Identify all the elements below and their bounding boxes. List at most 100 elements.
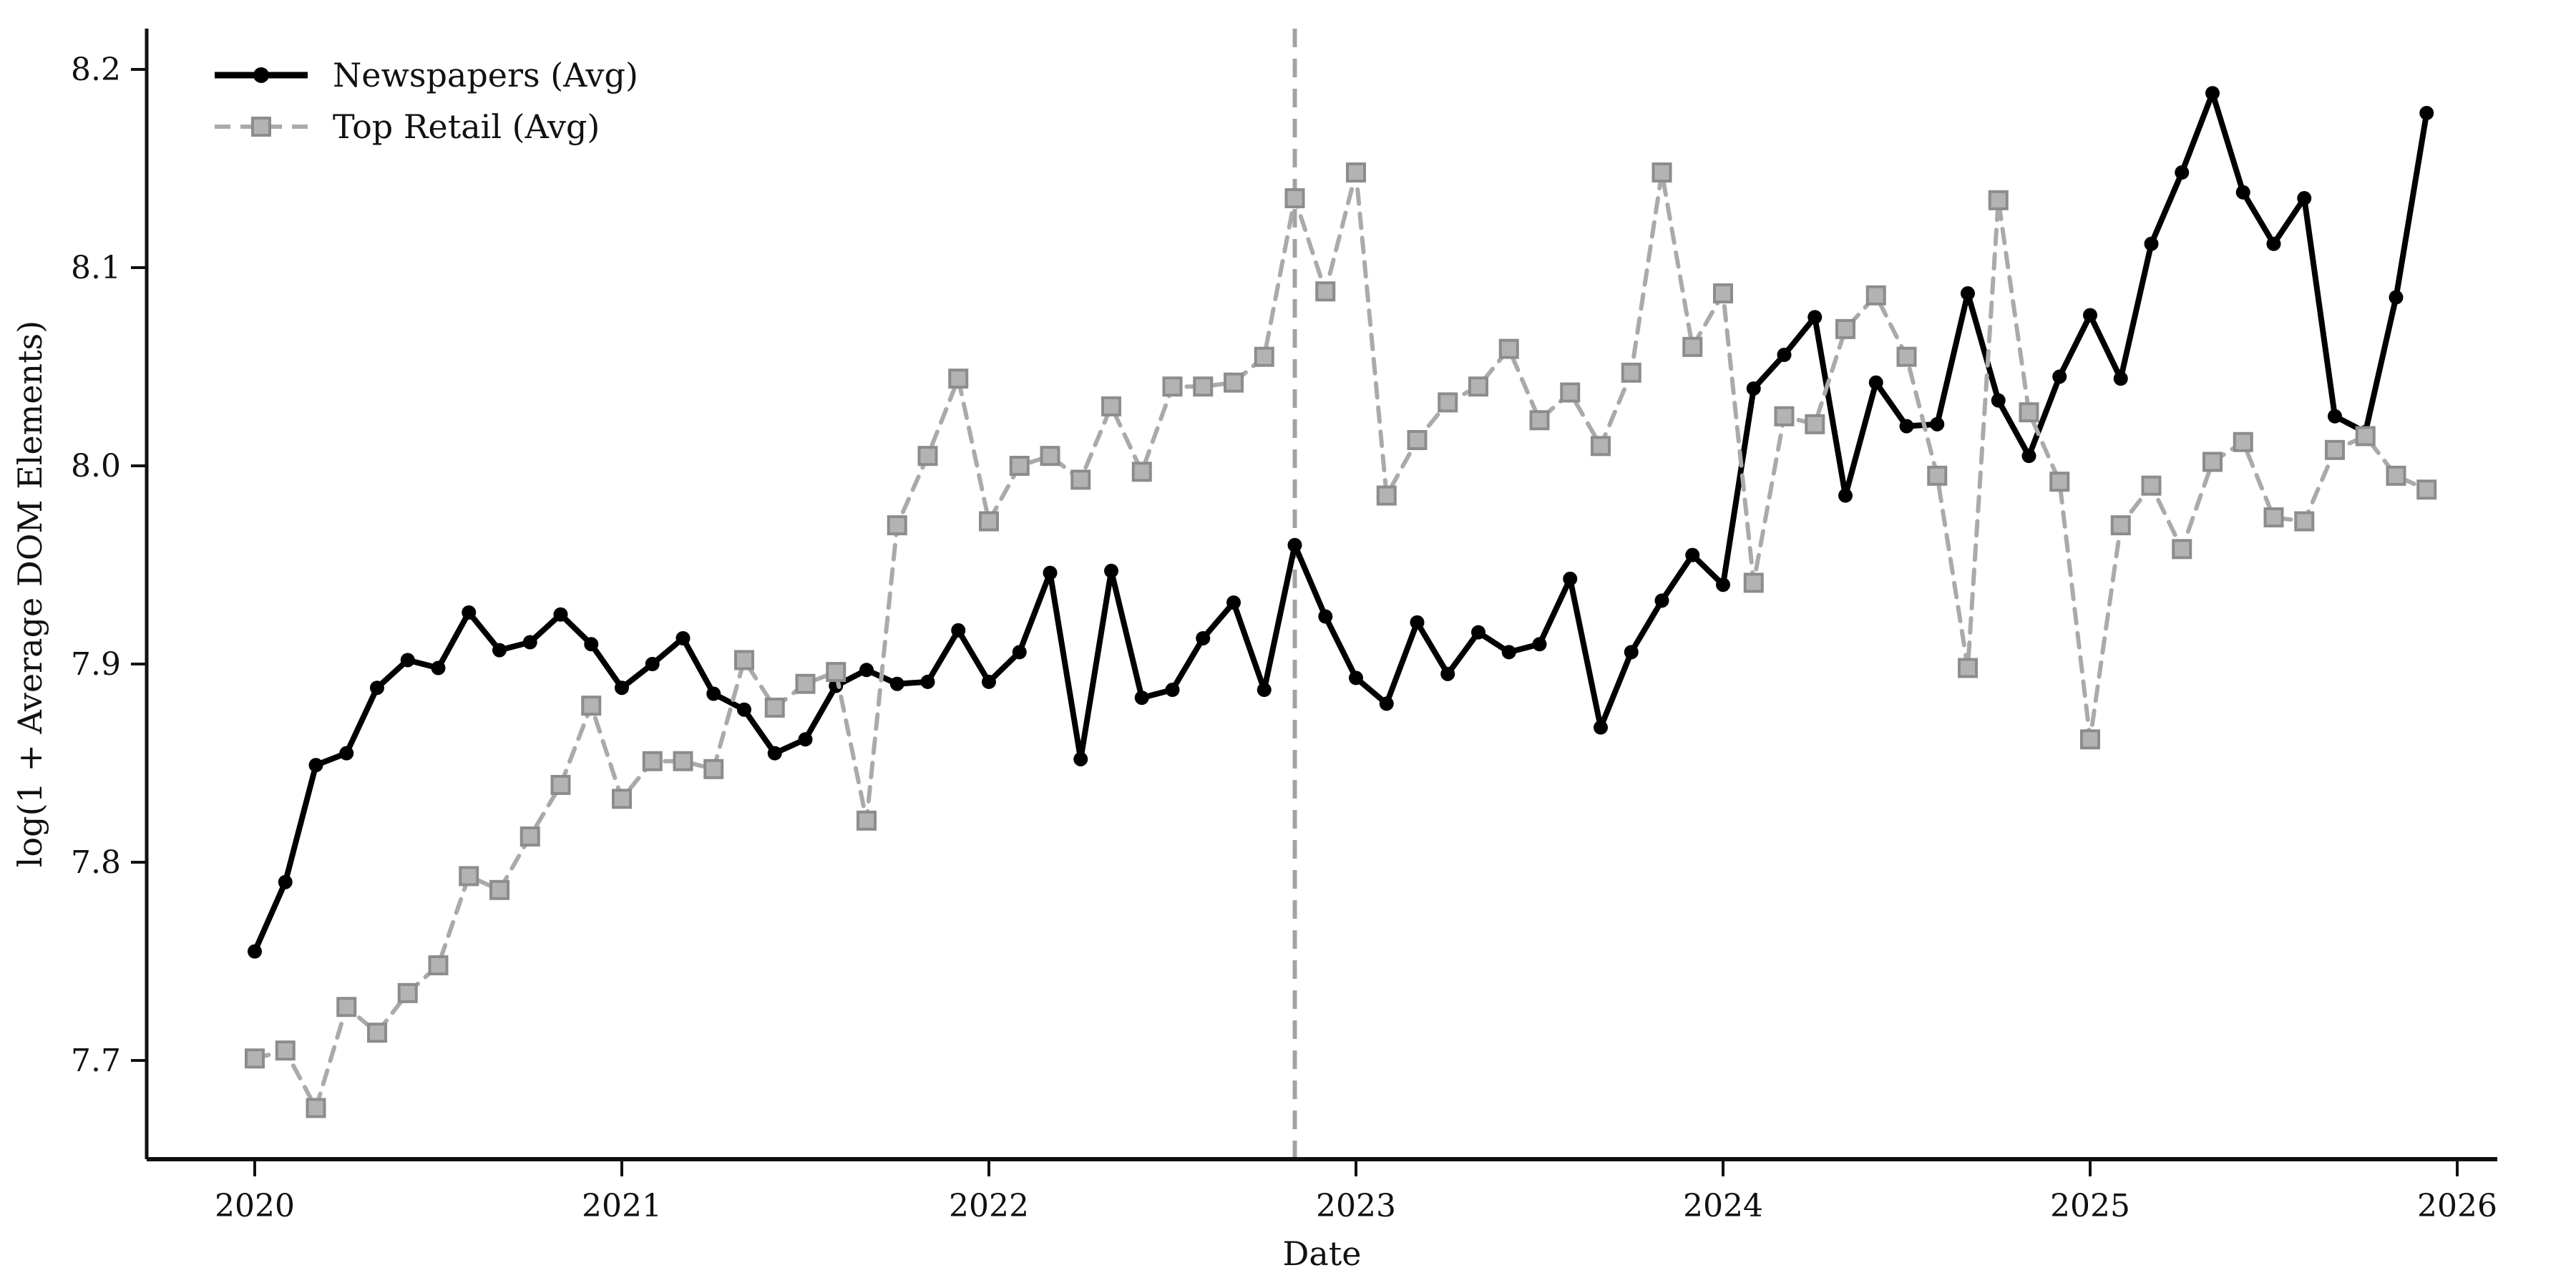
- data-point-square: [887, 515, 907, 536]
- data-point-circle: [1961, 286, 1975, 301]
- data-point-square: [1131, 462, 1152, 482]
- data-point-square: [1284, 188, 1305, 209]
- data-point-square: [1346, 162, 1366, 183]
- data-point-square: [581, 696, 602, 716]
- data-point-circle: [2328, 409, 2342, 424]
- data-point-circle: [1104, 563, 1118, 578]
- y-tick-label: 8.1: [71, 250, 121, 286]
- x-tick-label: 2020: [215, 1188, 295, 1224]
- series-line: [253, 170, 2429, 1111]
- data-point-circle: [2144, 236, 2159, 251]
- data-point-circle: [951, 623, 966, 638]
- data-point-square: [1560, 382, 1581, 403]
- data-point-circle: [553, 607, 568, 622]
- x-tick-label: 2022: [949, 1188, 1029, 1224]
- legend-circle-marker: [253, 67, 269, 83]
- data-point-square: [1101, 396, 1121, 416]
- data-point-circle: [1746, 381, 1761, 396]
- data-point-circle: [1287, 537, 1302, 552]
- data-point-circle: [2205, 86, 2220, 101]
- x-axis: 2020 2021 2022 2023 2024 2025 2026: [215, 1159, 2497, 1224]
- data-point-circle: [2175, 165, 2190, 180]
- data-point-square: [1713, 283, 1733, 304]
- data-point-square: [612, 789, 632, 809]
- data-point-circle: [1379, 696, 1394, 711]
- data-point-square: [1254, 346, 1274, 367]
- data-point-square: [2172, 539, 2192, 560]
- y-tick-label: 7.9: [71, 646, 121, 683]
- data-point-circle: [370, 680, 384, 696]
- data-point-circle: [400, 653, 415, 668]
- data-point-square: [1988, 190, 2009, 210]
- y-tick-label: 8.0: [71, 448, 121, 484]
- data-point-square: [1958, 658, 1978, 678]
- data-point-square: [2019, 402, 2039, 423]
- data-point-square: [2202, 452, 2223, 472]
- data-point-circle: [2266, 236, 2281, 251]
- x-tick-label: 2021: [582, 1188, 662, 1224]
- data-point-circle: [1012, 645, 1027, 660]
- data-point-square: [2386, 465, 2406, 486]
- data-point-square: [1438, 392, 1458, 413]
- data-point-square: [2049, 472, 2070, 492]
- data-point-square: [428, 955, 449, 976]
- data-point-square: [550, 774, 571, 795]
- data-point-circle: [431, 660, 446, 675]
- data-point-circle: [1410, 615, 1425, 630]
- data-point-circle: [1440, 666, 1455, 681]
- data-point-circle: [1716, 577, 1730, 592]
- data-point-circle: [2419, 105, 2434, 120]
- data-point-circle: [645, 657, 660, 671]
- y-axis: 7.7 7.8 7.9 8.0 8.1 8.2: [71, 52, 147, 1079]
- data-point-square: [1927, 465, 1948, 486]
- data-point-circle: [1563, 571, 1578, 586]
- series-line: [252, 90, 2430, 955]
- data-point-square: [1835, 318, 1855, 339]
- data-point-square: [245, 1048, 265, 1069]
- data-point-square: [1468, 376, 1488, 397]
- data-point-circle: [1838, 488, 1853, 503]
- data-point-square: [2325, 439, 2345, 460]
- data-point-square: [367, 1023, 387, 1043]
- data-point-square: [2141, 475, 2162, 496]
- data-point-square: [979, 511, 999, 532]
- data-point-square: [1896, 346, 1917, 367]
- data-point-square: [489, 879, 509, 900]
- data-point-circle: [2389, 290, 2404, 305]
- data-point-circle: [1532, 637, 1547, 652]
- data-point-square: [703, 758, 724, 779]
- data-point-square: [917, 446, 938, 467]
- data-point-circle: [798, 732, 813, 747]
- data-point-square: [1774, 406, 1795, 426]
- data-point-square: [1193, 376, 1214, 397]
- y-tick-label: 7.7: [71, 1043, 121, 1079]
- y-tick-label: 8.2: [71, 52, 121, 88]
- x-tick-label: 2026: [2417, 1188, 2497, 1224]
- data-point-circle: [1501, 645, 1516, 660]
- data-point-circle: [737, 702, 751, 717]
- x-axis-label: Date: [1282, 1234, 1361, 1273]
- data-point-square: [1224, 372, 1244, 393]
- data-point-square: [306, 1098, 326, 1118]
- data-point-circle: [982, 674, 996, 689]
- data-point-square: [519, 826, 540, 847]
- data-point-square: [1498, 338, 1519, 359]
- data-point-square: [857, 810, 877, 831]
- data-point-square: [1652, 162, 1672, 183]
- data-point-circle: [1196, 630, 1211, 645]
- x-tick-label: 2023: [1316, 1188, 1396, 1224]
- data-point-circle: [492, 643, 507, 658]
- data-point-square: [1407, 429, 1428, 450]
- data-point-square: [1162, 376, 1183, 397]
- legend-item: Newspapers (Avg): [215, 56, 638, 94]
- data-point-square: [275, 1040, 296, 1061]
- data-point-square: [397, 982, 418, 1003]
- legend-label: Top Retail (Avg): [333, 107, 600, 146]
- data-point-square: [1040, 446, 1060, 467]
- x-tick-label: 2024: [1683, 1188, 1763, 1224]
- legend: Newspapers (Avg) Top Retail (Avg): [215, 56, 638, 146]
- data-point-circle: [1777, 347, 1792, 362]
- data-point-circle: [1868, 375, 1883, 390]
- data-point-circle: [1991, 393, 2006, 408]
